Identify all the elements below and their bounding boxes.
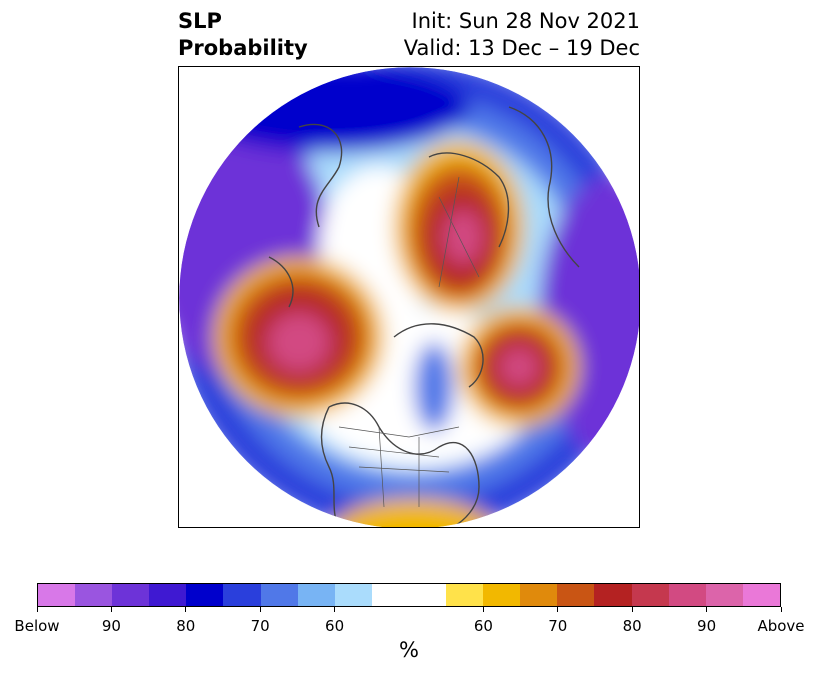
- colorbar-tick: [259, 607, 261, 612]
- borders: [338, 176, 480, 508]
- colorbar-tick-label: 70: [548, 617, 568, 635]
- colorbar-tick-label: 80: [622, 617, 642, 635]
- colorbar-unit-label: %: [399, 638, 419, 662]
- colorbar-tick: [36, 607, 38, 612]
- colorbar-tick: [482, 607, 484, 612]
- colorbar-swatch: [260, 584, 298, 606]
- map-dates: Init: Sun 28 Nov 2021 Valid: 13 Dec – 19…: [404, 8, 640, 62]
- colorbar-swatch: [149, 584, 187, 606]
- coastlines: [268, 106, 580, 527]
- colorbar-swatch: [38, 584, 76, 606]
- colorbar-swatch: [186, 584, 224, 606]
- colorbar-tick: [110, 607, 112, 612]
- colorbar-swatch: [705, 584, 743, 606]
- colorbar-swatch: [223, 584, 261, 606]
- title-subtitle: Probability: [178, 36, 308, 60]
- colorbar-tick-label: 60: [325, 617, 345, 635]
- colorbar-tick: [334, 607, 336, 612]
- colorbar-tick-label: 90: [697, 617, 717, 635]
- title-variable: SLP: [178, 9, 222, 33]
- colorbar-tick-label: 90: [101, 617, 121, 635]
- colorbar-swatch: [334, 584, 372, 606]
- colorbar-tick: [557, 607, 559, 612]
- map-title: SLP Probability: [178, 8, 308, 62]
- colorbar-swatch: [112, 584, 150, 606]
- colorbar-swatch: [742, 584, 780, 606]
- colorbar-tick-label: Above: [757, 617, 805, 635]
- colorbar-swatch: [483, 584, 521, 606]
- probability-field: [179, 67, 639, 527]
- colorbar-tick-label: 80: [176, 617, 196, 635]
- colorbar-tick-label: 70: [250, 617, 270, 635]
- colorbar-tick: [780, 607, 782, 612]
- init-date-label: Init: Sun 28 Nov 2021: [411, 9, 640, 33]
- colorbar-swatch: [631, 584, 669, 606]
- colorbar-swatch: [520, 584, 558, 606]
- colorbar-swatch: [408, 584, 447, 606]
- colorbar-tick-label: Below: [14, 617, 60, 635]
- colorbar-swatch: [297, 584, 335, 606]
- colorbar-swatch: [446, 584, 484, 606]
- colorbar-swatch: [668, 584, 706, 606]
- colorbar-tick: [185, 607, 187, 612]
- colorbar-tick-label: 60: [473, 617, 493, 635]
- colorbar-swatch: [557, 584, 595, 606]
- colorbar-swatch: [594, 584, 632, 606]
- polar-map: [179, 67, 639, 527]
- map-panel: [178, 66, 640, 528]
- valid-date-label: Valid: 13 Dec – 19 Dec: [403, 36, 640, 60]
- colorbar-tick: [706, 607, 708, 612]
- colorbar-tick: [631, 607, 633, 612]
- colorbar-swatch: [75, 584, 113, 606]
- colorbar: [37, 583, 781, 607]
- colorbar-swatch: [371, 584, 409, 606]
